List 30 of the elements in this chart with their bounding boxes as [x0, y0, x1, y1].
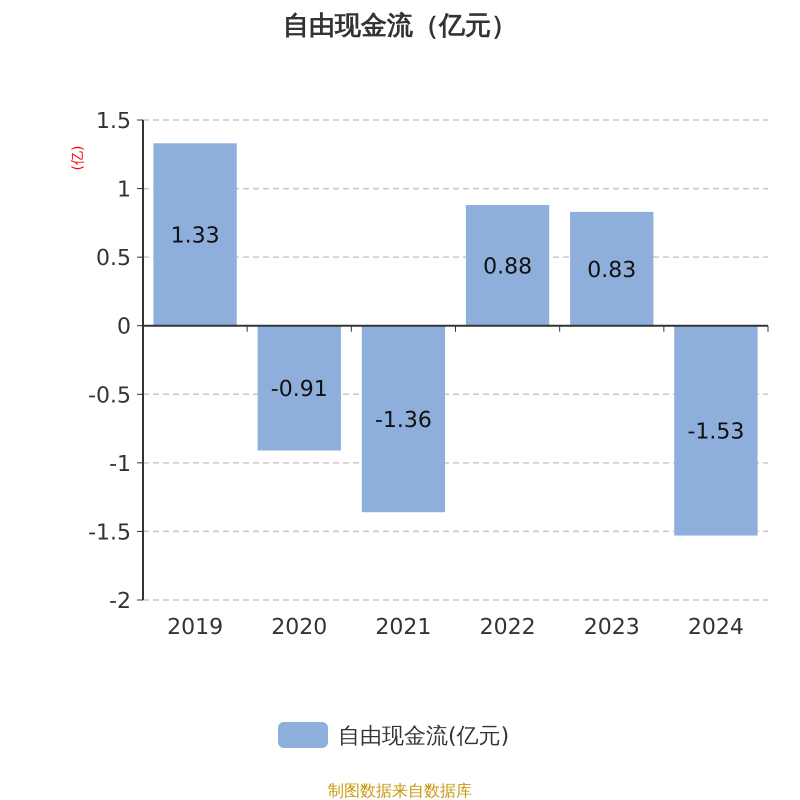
bar [674, 326, 758, 536]
x-tick-label: 2022 [480, 615, 536, 640]
data-label: 1.33 [170, 224, 220, 249]
y-tick-label: 1.5 [96, 109, 131, 134]
data-label: -0.91 [270, 377, 328, 402]
data-label: 0.83 [587, 258, 636, 283]
bar [466, 205, 550, 326]
data-label: 0.88 [483, 254, 532, 280]
y-tick-label: 0 [117, 314, 131, 340]
y-tick-label: -1 [109, 452, 131, 477]
x-tick-label: 2023 [584, 615, 640, 640]
y-axis-title: (亿) [70, 146, 86, 170]
bar [570, 212, 654, 326]
y-tick-label: -1.5 [88, 520, 131, 546]
y-tick-label: 0.5 [96, 246, 131, 272]
legend-label: 自由现金流(亿元) [338, 724, 510, 749]
chart-title: 自由现金流（亿元） [283, 11, 517, 41]
x-tick-label: 2019 [167, 615, 224, 640]
x-tick-label: 2021 [375, 615, 432, 640]
bar [258, 326, 341, 451]
y-tick-label: 1 [117, 178, 131, 203]
y-tick-label: -0.5 [88, 383, 131, 408]
bar [362, 326, 446, 512]
text: 制图数据来自数据库 [328, 781, 472, 800]
data-label: -1.36 [374, 408, 432, 433]
data-label: -1.53 [687, 420, 744, 445]
bar [153, 143, 237, 326]
x-tick-label: 2024 [688, 615, 744, 640]
x-tick-label: 2020 [271, 615, 328, 640]
y-tick-label: -2 [109, 589, 131, 614]
